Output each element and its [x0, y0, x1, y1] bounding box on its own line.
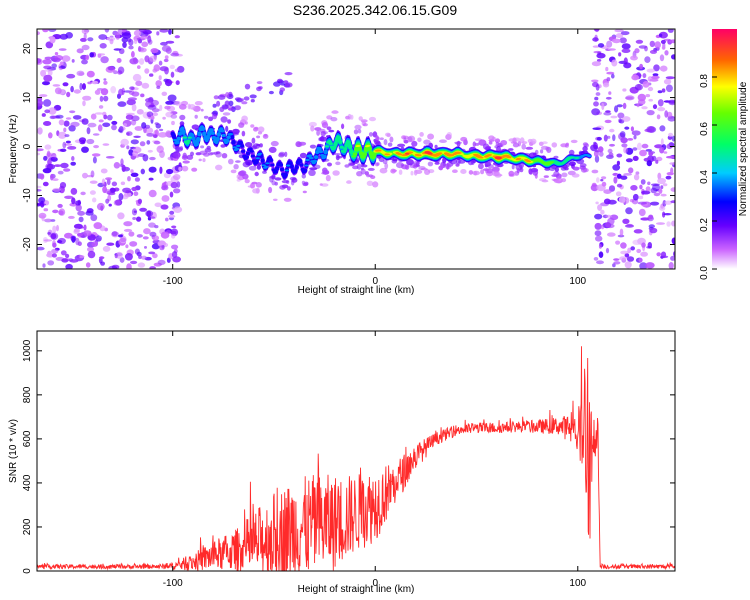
colorbar-tick-label: 0.2: [699, 218, 710, 232]
spectrogram-ylabel: Frequency (Hz): [8, 115, 19, 184]
x-tick-label: 100: [569, 276, 586, 287]
colorbar-tick-label: 0.6: [699, 122, 710, 136]
noise-region: [590, 29, 675, 269]
colorbar: 0.0 0.2 0.4 0.6 0.8 Normalized spectral ampl…: [699, 29, 749, 280]
colorbar-ticks: 0.0 0.2 0.4 0.6 0.8: [699, 74, 717, 280]
y-tick-label: 0: [22, 568, 33, 574]
x-tick-label: 0: [372, 578, 378, 589]
y-tick-label: 200: [22, 518, 33, 535]
y-tick-label: 800: [22, 386, 33, 403]
colorbar-tick-label: 0.0: [699, 266, 710, 280]
figure-title: S236.2025.342.06.15.G09: [293, 2, 457, 18]
colorbar-gradient: [712, 29, 737, 269]
x-tick-label: 100: [569, 578, 586, 589]
snr-frame: [36, 330, 676, 572]
y-tick-label: 10: [22, 92, 33, 104]
colorbar-tick-label: 0.4: [699, 170, 710, 184]
x-tick-label: -100: [163, 578, 183, 589]
x-tick-label: 0: [372, 276, 378, 287]
snr-xlabel: Height of straight line (km): [298, 584, 415, 595]
y-tick-label: 20: [22, 43, 33, 55]
y-tick-label: -20: [22, 237, 33, 252]
y-tick-label: 1000: [22, 339, 33, 362]
spectrogram-xlabel: Height of straight line (km): [298, 285, 415, 296]
spectrogram-frame: [36, 28, 676, 270]
snr-ylabel: SNR (10 * v/v): [8, 419, 19, 483]
x-tick-label: -100: [163, 276, 183, 287]
y-tick-label: 0: [22, 143, 33, 149]
y-tick-label: 600: [22, 430, 33, 447]
colorbar-tick-label: 0.8: [699, 74, 710, 88]
snr-series: [37, 346, 675, 571]
colorbar-label: Normalized spectral amplitude: [738, 81, 749, 216]
y-tick-label: -10: [22, 188, 33, 203]
y-tick-label: 400: [22, 474, 33, 491]
spectrogram-image: [37, 29, 675, 269]
signal-track: [170, 122, 592, 181]
snr-line: [37, 346, 675, 571]
